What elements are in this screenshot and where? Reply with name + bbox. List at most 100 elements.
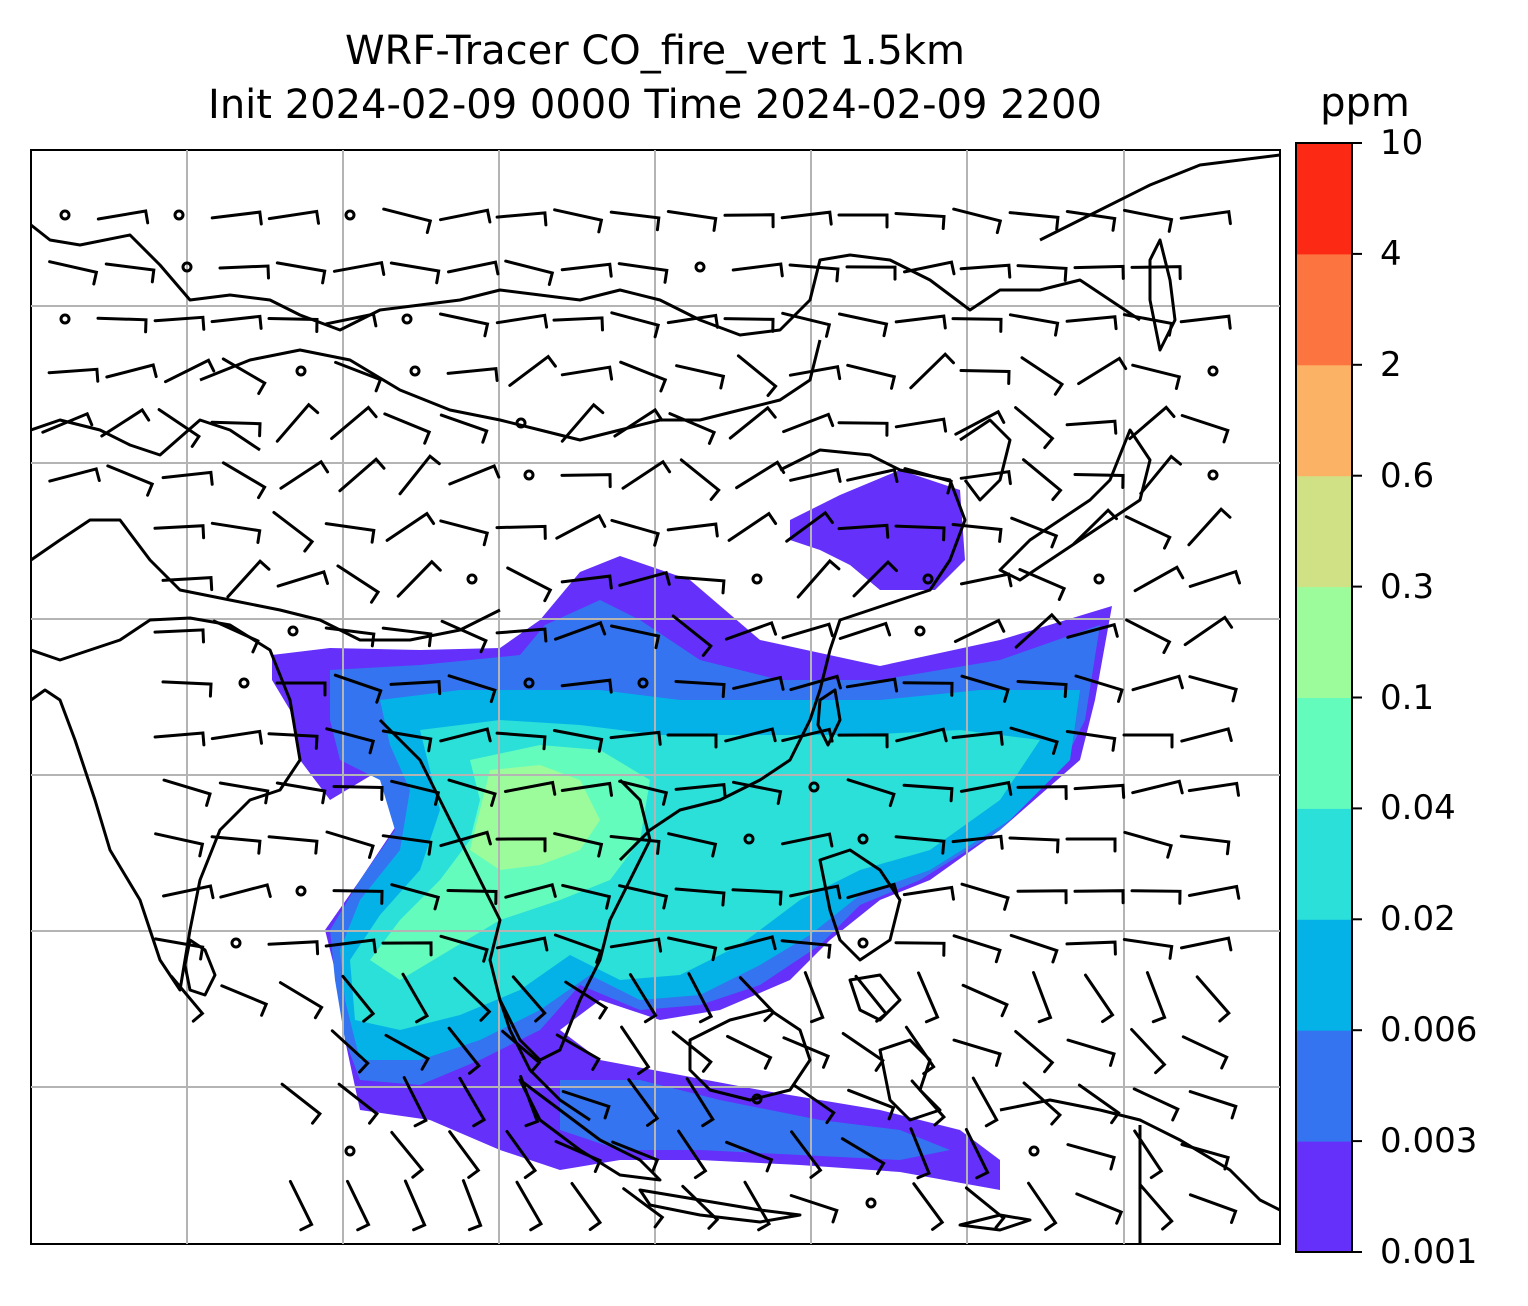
wind-barb (679, 458, 721, 501)
wind-barb (275, 681, 327, 697)
colorbar-tick-label-11: 10 (1380, 123, 1424, 163)
wind-barb (959, 780, 1013, 796)
wind-barb (1016, 785, 1068, 801)
wind-barb (447, 674, 497, 704)
wind-barb (736, 354, 778, 397)
wind-barb (681, 1184, 720, 1230)
wind-barb (674, 680, 726, 698)
wind-barb (164, 358, 216, 384)
wind-barb (1145, 971, 1167, 1024)
wind-barb (621, 459, 672, 490)
wind-barb (1130, 1028, 1167, 1075)
wind-barb (440, 619, 488, 654)
wind-barb (1123, 830, 1173, 859)
wind-barb (267, 940, 320, 956)
wind-barb (971, 1076, 999, 1128)
wind-barb (667, 936, 718, 962)
wind-barb (275, 781, 327, 805)
borneo (688, 1008, 812, 1102)
wind-barb (325, 312, 378, 328)
wind-barb (210, 210, 263, 226)
wind-barb (666, 313, 719, 329)
korea (959, 418, 1012, 502)
wind-barb (725, 1140, 774, 1173)
wind-barb (954, 409, 1006, 436)
wind-barb (1133, 1129, 1164, 1180)
wind-barb (788, 263, 840, 283)
wind-barb (1016, 264, 1068, 282)
wind-barb (781, 832, 834, 848)
wind-barb (564, 980, 609, 1020)
calm-marker (751, 1093, 763, 1105)
plume-level-1b (790, 470, 965, 590)
colorbar-segment-3 (1296, 919, 1352, 1031)
wind-barb (837, 523, 890, 539)
wind-barb (381, 834, 433, 856)
wind-barb (390, 1130, 425, 1179)
calm-marker (238, 677, 250, 689)
wind-barb (41, 411, 94, 434)
wind-barb (803, 971, 825, 1024)
wind-barb (609, 835, 661, 855)
wind-barb (953, 618, 1006, 643)
wind-barb (553, 933, 603, 964)
wind-barb (1125, 618, 1172, 655)
wind-barb (731, 262, 784, 278)
wind-barb (1180, 1143, 1230, 1171)
wind-barb (447, 1026, 482, 1075)
wind-barb (341, 974, 376, 1023)
calm-marker (694, 261, 706, 273)
wind-barb (726, 1034, 773, 1070)
wind-barb (902, 885, 955, 901)
wind-barb (336, 564, 381, 604)
wind-barb (1124, 515, 1172, 550)
wind-barb (895, 727, 948, 743)
wind-barb (666, 210, 718, 232)
philippines (818, 848, 902, 1022)
colorbar-segment-6 (1296, 586, 1352, 698)
wind-barb (1139, 454, 1182, 495)
wind-barb (1128, 405, 1176, 441)
wind-barb (1008, 211, 1060, 231)
wind-barb (401, 972, 430, 1024)
colorbar-segment-1 (1296, 1141, 1352, 1253)
wind-barb (1188, 675, 1238, 703)
calm-marker (466, 573, 478, 585)
wind-barb (561, 883, 612, 910)
colorbar-tick-label-10: 4 (1380, 233, 1402, 274)
wind-barb (619, 360, 668, 393)
wind-barb (845, 265, 897, 281)
wind-barb (560, 678, 613, 694)
wind-barb (789, 1194, 839, 1224)
wind-barb (104, 262, 156, 284)
wind-barb (951, 523, 1003, 543)
wind-barb (511, 975, 547, 1023)
wind-barb (674, 575, 726, 595)
wind-barb (161, 680, 213, 698)
indochina (378, 718, 652, 1062)
colorbar-tick-label-8: 0.6 (1380, 455, 1435, 496)
calm-marker (914, 625, 926, 637)
wind-barb (961, 983, 1009, 1018)
wind-barb (501, 1029, 542, 1074)
wind-barb (398, 454, 441, 496)
wind-barb (903, 260, 956, 276)
calm-marker (344, 209, 356, 221)
wind-barb (671, 614, 713, 657)
himalaya-border (31, 518, 501, 642)
wind-barb (505, 1130, 538, 1179)
calm-marker (344, 1145, 356, 1157)
sulawesi (878, 1038, 942, 1122)
wind-barb (1022, 458, 1063, 501)
wind-barb (1187, 884, 1241, 900)
wind-barb (677, 1129, 708, 1180)
wind-barb (951, 317, 1003, 333)
wind-barb (275, 402, 320, 443)
wind-barb (389, 261, 441, 285)
wind-barb (106, 464, 155, 497)
wind-barb (620, 1025, 651, 1076)
wind-barb (439, 727, 492, 743)
wind-barb (324, 522, 376, 544)
wind-barb (781, 311, 832, 338)
wind-barb (1009, 726, 1059, 755)
